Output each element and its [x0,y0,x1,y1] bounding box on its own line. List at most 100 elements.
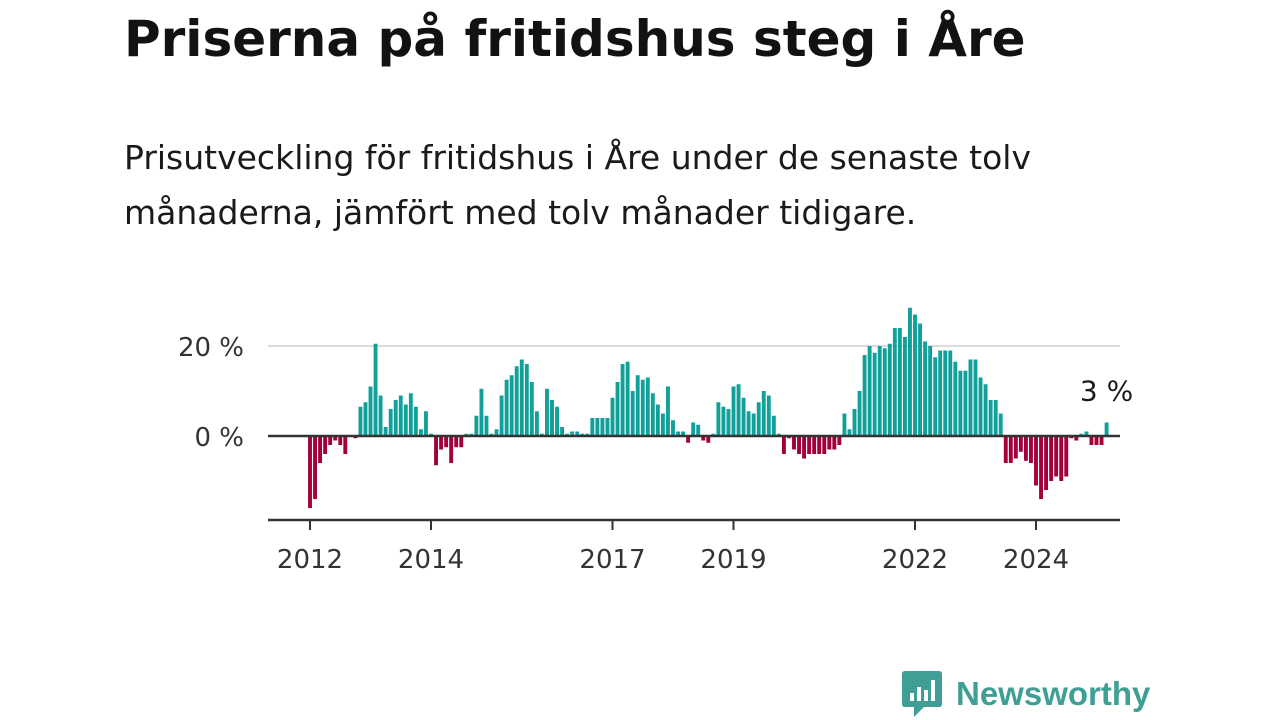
bar [1008,436,1013,463]
bar [1013,436,1018,459]
bar [509,375,514,436]
bar [902,337,907,436]
bar [847,429,852,436]
bar [333,436,338,441]
bar [368,386,373,436]
bar [595,418,600,436]
bar [701,436,706,441]
bar [1039,436,1043,499]
bar [837,436,842,445]
bar [1084,431,1089,436]
bar [408,393,413,436]
bar [1089,436,1094,445]
bar [545,388,549,436]
bar [358,406,363,436]
bar [1029,436,1033,463]
newsworthy-logo: Newsworthy [902,670,1150,718]
bar [1049,436,1054,481]
bar [817,436,822,454]
x-tick-label: 2012 [277,545,343,575]
bar [1099,436,1104,445]
bar [882,348,887,436]
bar [630,391,635,436]
bar [388,409,393,436]
bar [913,314,917,436]
bar [550,400,554,436]
bar [923,341,928,436]
bar [696,424,701,436]
bar [524,364,529,436]
bar [514,366,519,436]
bar [600,418,605,436]
bar [650,393,655,436]
bar [832,436,837,450]
value-annotation: 3 % [1080,375,1133,408]
bar [413,406,418,436]
bar [731,386,736,436]
bar [807,436,812,454]
bar [655,404,660,436]
bar [434,436,438,466]
bar [877,346,882,436]
bar [494,429,499,436]
bar [716,402,721,436]
bar [338,436,343,445]
bar [676,431,680,436]
bar [872,352,877,436]
bar [313,436,317,499]
bar [827,436,832,450]
bar [746,411,751,436]
bar [963,370,968,436]
y-tick-label: 20 % [178,333,244,363]
bar [383,427,388,436]
bar [605,418,610,436]
bar [459,436,464,448]
bar [424,411,428,436]
bar [534,411,539,436]
bar [640,379,645,436]
bar [449,436,454,463]
bar [983,384,988,436]
bar [660,413,665,436]
bar [953,361,958,436]
bar [792,436,796,450]
bar [393,400,398,436]
bar [706,436,711,443]
bar [948,350,953,436]
bar [887,343,892,436]
x-tick-label: 2017 [579,545,645,575]
bar [403,404,408,436]
bar [645,377,650,436]
bar [943,350,948,436]
bar [928,346,933,436]
bar [1023,436,1028,461]
bar [766,395,771,436]
bar [398,395,403,436]
bar [1074,436,1079,441]
bar [721,406,726,436]
bar [1094,436,1099,445]
bar [671,420,675,436]
bar [575,431,580,436]
bar [635,375,640,436]
bar [842,413,847,436]
bar [686,436,691,443]
bar [590,418,595,436]
bar [363,402,368,436]
bar [933,357,938,436]
bar [973,359,978,436]
bar [681,431,686,436]
bar [741,397,746,436]
bar [726,409,731,436]
x-tick-label: 2024 [1003,545,1069,575]
bar [998,413,1003,436]
bar [852,409,857,436]
bar [968,359,973,436]
bar [857,391,862,436]
bar [918,323,922,436]
bar [378,395,383,436]
bar [862,355,867,436]
bar-chart: 0 % 20 % 2012 2014 2017 2019 2022 2024 3 % [178,307,1133,575]
bar [988,400,993,436]
bar [504,379,509,436]
